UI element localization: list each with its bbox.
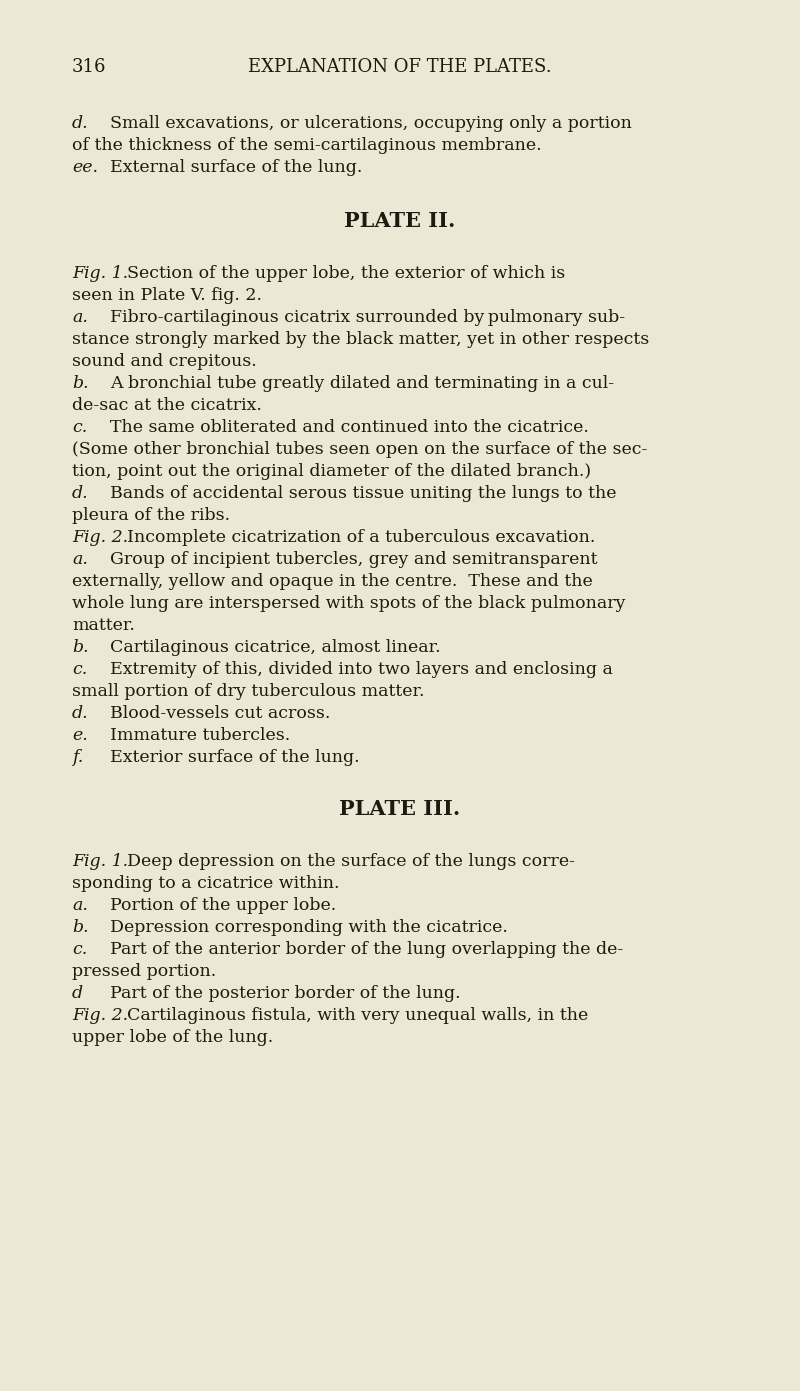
Text: b.: b.: [72, 376, 89, 392]
Text: Bands of accidental serous tissue uniting the lungs to the: Bands of accidental serous tissue unitin…: [110, 485, 617, 502]
Text: de-sac at the cicatrix.: de-sac at the cicatrix.: [72, 396, 262, 415]
Text: 316: 316: [72, 58, 106, 77]
Text: pleura of the ribs.: pleura of the ribs.: [72, 506, 230, 524]
Text: Exterior surface of the lung.: Exterior surface of the lung.: [110, 748, 360, 766]
Text: d.: d.: [72, 485, 89, 502]
Text: A bronchial tube greatly dilated and terminating in a cul-: A bronchial tube greatly dilated and ter…: [110, 376, 614, 392]
Text: a.: a.: [72, 551, 88, 568]
Text: The same obliterated and continued into the cicatrice.: The same obliterated and continued into …: [110, 419, 589, 435]
Text: Fig. 1.: Fig. 1.: [72, 266, 128, 282]
Text: a.: a.: [72, 897, 88, 914]
Text: sound and crepitous.: sound and crepitous.: [72, 353, 257, 370]
Text: Deep depression on the surface of the lungs corre-: Deep depression on the surface of the lu…: [127, 853, 575, 869]
Text: externally, yellow and opaque in the centre.  These and the: externally, yellow and opaque in the cen…: [72, 573, 593, 590]
Text: upper lobe of the lung.: upper lobe of the lung.: [72, 1029, 274, 1046]
Text: c.: c.: [72, 940, 87, 958]
Text: Fig. 2.: Fig. 2.: [72, 529, 128, 547]
Text: a.: a.: [72, 309, 88, 325]
Text: Depression corresponding with the cicatrice.: Depression corresponding with the cicatr…: [110, 919, 508, 936]
Text: Extremity of this, divided into two layers and enclosing a: Extremity of this, divided into two laye…: [110, 661, 613, 677]
Text: Fig. 1.: Fig. 1.: [72, 853, 128, 869]
Text: d.: d.: [72, 115, 89, 132]
Text: whole lung are interspersed with spots of the black pulmonary: whole lung are interspersed with spots o…: [72, 595, 626, 612]
Text: (Some other bronchial tubes seen open on the surface of the sec-: (Some other bronchial tubes seen open on…: [72, 441, 647, 458]
Text: matter.: matter.: [72, 618, 135, 634]
Text: d.: d.: [72, 705, 89, 722]
Text: Section of the upper lobe, the exterior of which is: Section of the upper lobe, the exterior …: [127, 266, 566, 282]
Text: Fibro-cartilaginous cicatrix surrounded by pulmonary sub-: Fibro-cartilaginous cicatrix surrounded …: [110, 309, 625, 325]
Text: PLATE III.: PLATE III.: [339, 798, 461, 819]
Text: Group of incipient tubercles, grey and semitransparent: Group of incipient tubercles, grey and s…: [110, 551, 598, 568]
Text: d: d: [72, 985, 83, 1002]
Text: External surface of the lung.: External surface of the lung.: [110, 159, 362, 177]
Text: Portion of the upper lobe.: Portion of the upper lobe.: [110, 897, 336, 914]
Text: c.: c.: [72, 661, 87, 677]
Text: b.: b.: [72, 638, 89, 657]
Text: Cartilaginous fistula, with very unequal walls, in the: Cartilaginous fistula, with very unequal…: [127, 1007, 588, 1024]
Text: Immature tubercles.: Immature tubercles.: [110, 727, 290, 744]
Text: PLATE II.: PLATE II.: [344, 211, 456, 231]
Text: Small excavations, or ulcerations, occupying only a portion: Small excavations, or ulcerations, occup…: [110, 115, 632, 132]
Text: sponding to a cicatrice within.: sponding to a cicatrice within.: [72, 875, 339, 892]
Text: Cartilaginous cicatrice, almost linear.: Cartilaginous cicatrice, almost linear.: [110, 638, 441, 657]
Text: of the thickness of the semi-cartilaginous membrane.: of the thickness of the semi-cartilagino…: [72, 136, 542, 154]
Text: pressed portion.: pressed portion.: [72, 963, 216, 981]
Text: stance strongly marked by the black matter, yet in other respects: stance strongly marked by the black matt…: [72, 331, 650, 348]
Text: Blood-vessels cut across.: Blood-vessels cut across.: [110, 705, 330, 722]
Text: Part of the anterior border of the lung overlapping the de-: Part of the anterior border of the lung …: [110, 940, 623, 958]
Text: ee.: ee.: [72, 159, 98, 177]
Text: Part of the posterior border of the lung.: Part of the posterior border of the lung…: [110, 985, 461, 1002]
Text: Fig. 2.: Fig. 2.: [72, 1007, 128, 1024]
Text: e.: e.: [72, 727, 88, 744]
Text: EXPLANATION OF THE PLATES.: EXPLANATION OF THE PLATES.: [248, 58, 552, 77]
Text: c.: c.: [72, 419, 87, 435]
Text: f.: f.: [72, 748, 83, 766]
Text: Incomplete cicatrization of a tuberculous excavation.: Incomplete cicatrization of a tuberculou…: [127, 529, 595, 547]
Text: small portion of dry tuberculous matter.: small portion of dry tuberculous matter.: [72, 683, 425, 700]
Text: tion, point out the original diameter of the dilated branch.): tion, point out the original diameter of…: [72, 463, 591, 480]
Text: b.: b.: [72, 919, 89, 936]
Text: seen in Plate V. fig. 2.: seen in Plate V. fig. 2.: [72, 287, 262, 305]
